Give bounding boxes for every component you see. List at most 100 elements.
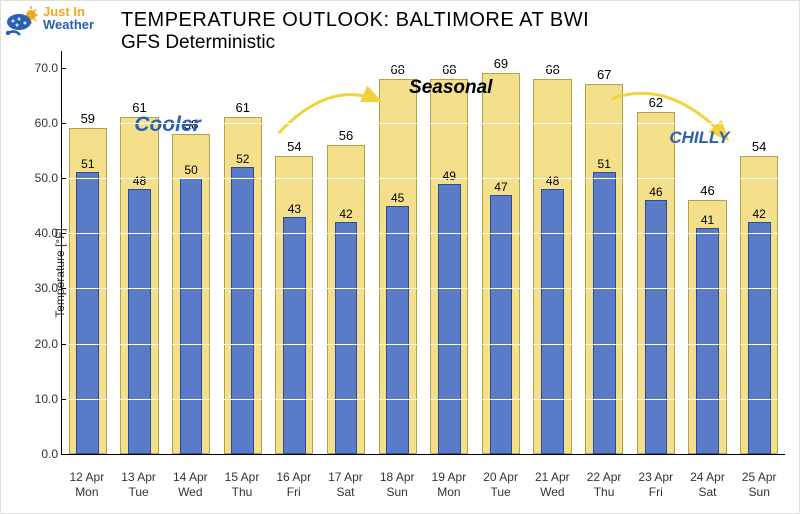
low-value: 50 xyxy=(165,163,217,177)
x-tick-dow: Fri xyxy=(268,485,320,499)
chart-area: 5951614858506152544356426845684969476848… xyxy=(61,51,785,455)
y-tick: 30.0 xyxy=(22,281,62,295)
high-value: 54 xyxy=(733,139,785,154)
bar-slot: 4641 xyxy=(682,51,734,454)
x-tick-dow: Thu xyxy=(216,485,268,499)
tick-mark-icon xyxy=(62,68,66,69)
grid-line xyxy=(62,288,785,289)
low-value: 49 xyxy=(423,169,475,183)
y-tick-label: 20.0 xyxy=(35,337,58,351)
chart-plot: Temperature [°F] 59516148585061525443564… xyxy=(17,41,793,505)
chart-title: TEMPERATURE OUTLOOK: BALTIMORE AT BWI xyxy=(121,9,589,32)
x-tick: 23 AprFri xyxy=(630,470,682,499)
low-bar xyxy=(696,228,719,454)
y-tick: 20.0 xyxy=(22,337,62,351)
x-tick-dow: Sat xyxy=(682,485,734,499)
low-value: 41 xyxy=(682,213,734,227)
x-tick-date: 17 Apr xyxy=(320,470,372,484)
low-bar xyxy=(128,189,151,454)
grid-line xyxy=(62,344,785,345)
high-value: 56 xyxy=(320,128,372,143)
low-value: 51 xyxy=(62,157,114,171)
x-tick-date: 23 Apr xyxy=(630,470,682,484)
high-value: 62 xyxy=(630,95,682,110)
bar-slot: 69 47 xyxy=(475,51,527,454)
x-tick-date: 19 Apr xyxy=(423,470,475,484)
x-tick-date: 22 Apr xyxy=(578,470,630,484)
high-value: 54 xyxy=(269,139,321,154)
bar-slot: 5442 xyxy=(733,51,785,454)
x-tick-date: 25 Apr xyxy=(733,470,785,484)
low-value: 51 xyxy=(578,157,630,171)
x-tick-dow: Tue xyxy=(475,485,527,499)
x-tick-date: 18 Apr xyxy=(371,470,423,484)
y-tick-label: 0.0 xyxy=(41,447,58,461)
brand-line2: Weather xyxy=(43,18,94,31)
y-tick-label: 60.0 xyxy=(35,116,58,130)
high-value: 69 xyxy=(475,56,527,71)
high-value: 61 xyxy=(114,100,166,115)
low-bar xyxy=(541,189,564,454)
x-tick-date: 15 Apr xyxy=(216,470,268,484)
x-tick-date: 20 Apr xyxy=(475,470,527,484)
y-tick: 0.0 xyxy=(22,447,62,461)
page: Just In Weather TEMPERATURE OUTLOOK: BAL… xyxy=(0,0,800,514)
x-tick-dow: Tue xyxy=(113,485,165,499)
low-value: 42 xyxy=(320,207,372,221)
bar-slot: 62 46 xyxy=(630,51,682,454)
low-value: 46 xyxy=(630,185,682,199)
low-bar xyxy=(645,200,668,454)
low-bar xyxy=(231,167,254,454)
x-tick: 21 AprWed xyxy=(526,470,578,499)
high-value: 59 xyxy=(62,111,114,126)
grid-line xyxy=(62,178,785,179)
x-tick-date: 16 Apr xyxy=(268,470,320,484)
x-tick: 12 AprMon xyxy=(61,470,113,499)
x-tick-date: 24 Apr xyxy=(682,470,734,484)
x-tick: 13 AprTue xyxy=(113,470,165,499)
grid-line xyxy=(62,68,785,69)
high-value: 68 xyxy=(527,62,579,77)
x-tick-dow: Thu xyxy=(578,485,630,499)
high-value: 68 xyxy=(423,62,475,77)
high-value: 58 xyxy=(165,117,217,132)
x-tick-dow: Mon xyxy=(61,485,113,499)
low-value: 43 xyxy=(269,202,321,216)
brand-logo: Just In Weather xyxy=(5,5,99,41)
bar-slot: 54 43 xyxy=(269,51,321,454)
low-value: 48 xyxy=(114,174,166,188)
x-tick-dow: Sat xyxy=(320,485,372,499)
y-tick-label: 50.0 xyxy=(35,171,58,185)
x-tick-dow: Wed xyxy=(164,485,216,499)
y-tick-label: 70.0 xyxy=(35,61,58,75)
bar-slot: 56 42 xyxy=(320,51,372,454)
low-value: 47 xyxy=(475,180,527,194)
y-tick: 60.0 xyxy=(22,116,62,130)
low-bar xyxy=(438,184,461,455)
y-tick: 40.0 xyxy=(22,226,62,240)
low-bar xyxy=(76,172,99,454)
y-tick-label: 30.0 xyxy=(35,281,58,295)
x-tick: 25 AprSun xyxy=(733,470,785,499)
low-value: 52 xyxy=(217,152,269,166)
x-tick-dow: Sun xyxy=(733,485,785,499)
bar-slot: 6152 xyxy=(217,51,269,454)
x-tick: 15 AprThu xyxy=(216,470,268,499)
high-value: 68 xyxy=(372,62,424,77)
x-tick: 16 AprFri xyxy=(268,470,320,499)
low-bar xyxy=(283,217,306,454)
bar-slot: 6751 xyxy=(578,51,630,454)
x-tick-date: 21 Apr xyxy=(526,470,578,484)
grid-line xyxy=(62,233,785,234)
y-tick: 50.0 xyxy=(22,171,62,185)
x-tick-dow: Wed xyxy=(526,485,578,499)
y-tick-label: 10.0 xyxy=(35,392,58,406)
grid-line xyxy=(62,123,785,124)
bar-slot: 6848 xyxy=(527,51,579,454)
low-bar xyxy=(593,172,616,454)
tick-mark-icon xyxy=(62,454,66,455)
bar-slot: 58 50 xyxy=(165,51,217,454)
x-axis-labels: 12 AprMon13 AprTue14 AprWed15 AprThu16 A… xyxy=(61,470,785,499)
y-tick-label: 40.0 xyxy=(35,226,58,240)
cloud-sun-snow-icon xyxy=(5,5,41,41)
